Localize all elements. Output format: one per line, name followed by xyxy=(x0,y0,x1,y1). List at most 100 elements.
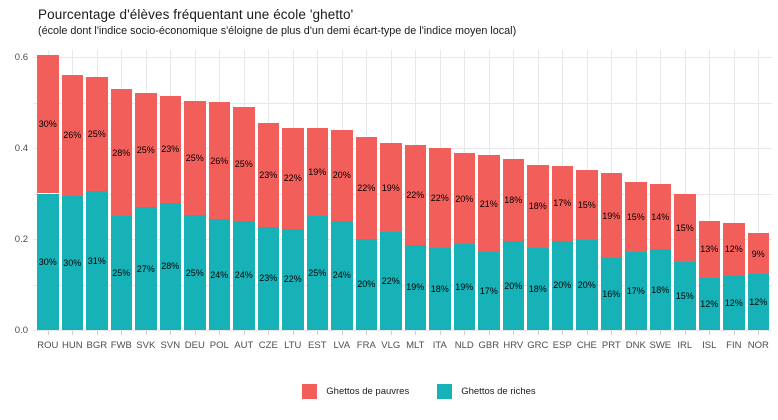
bar-segment-pauvres-LVA xyxy=(331,129,353,221)
bar-segment-pauvres-AUT xyxy=(233,107,255,221)
bar-segment-pauvres-POL xyxy=(208,102,231,220)
bar-label-riches-SVN: 28% xyxy=(161,261,180,272)
bar-segment-riches-ISL xyxy=(698,277,721,330)
x-axis-tick xyxy=(758,331,760,335)
x-axis-label-FIN: FIN xyxy=(726,340,742,351)
bar-label-riches-EST: 25% xyxy=(308,268,327,279)
bar-label-pauvres-GRC: 18% xyxy=(528,201,547,212)
x-axis-label-NLD: NLD xyxy=(454,340,474,351)
bar-label-riches-HRV: 20% xyxy=(504,280,523,291)
x-axis-tick xyxy=(415,331,417,335)
bar-segment-pauvres-NLD xyxy=(453,153,476,245)
bar-label-riches-CZE: 23% xyxy=(259,273,278,284)
x-axis-label-DNK: DNK xyxy=(625,340,646,351)
bar-segment-riches-ESP xyxy=(551,240,574,330)
x-axis-label-HUN: HUN xyxy=(62,340,83,351)
bar-segment-riches-LTU xyxy=(282,228,304,330)
bar-segment-pauvres-LTU xyxy=(282,127,304,229)
y-axis-label: 0.4 xyxy=(14,142,28,154)
x-axis-tick xyxy=(733,331,735,335)
x-axis-label-POL: POL xyxy=(209,340,229,351)
bar-segment-riches-ITA xyxy=(429,247,451,330)
bar-label-riches-FWB: 25% xyxy=(112,268,131,279)
x-axis-label-SVN: SVN xyxy=(160,340,181,351)
bar-segment-pauvres-SVK xyxy=(135,93,157,208)
x-axis-label-FRA: FRA xyxy=(356,340,376,351)
bar-segment-riches-EST xyxy=(306,216,329,330)
x-axis-tick xyxy=(194,331,196,335)
gridline-horizontal xyxy=(33,284,772,286)
bar-segment-riches-HRV xyxy=(502,241,525,330)
bar-segment-riches-HUN xyxy=(61,195,84,330)
bar-segment-riches-NOR xyxy=(747,274,770,330)
x-axis-label-NOR: NOR xyxy=(747,340,769,351)
x-axis-tick xyxy=(243,331,245,335)
bar-label-pauvres-CZE: 23% xyxy=(259,169,278,180)
bar-segment-pauvres-ISL xyxy=(698,220,721,278)
bar-segment-pauvres-BGR xyxy=(86,77,108,192)
bar-label-riches-ESP: 20% xyxy=(553,280,572,291)
bar-label-riches-ISL: 12% xyxy=(700,298,719,309)
bar-label-pauvres-VLG: 19% xyxy=(381,182,400,193)
bar-segment-pauvres-DEU xyxy=(184,100,206,216)
bar-label-pauvres-NLD: 20% xyxy=(455,193,474,204)
bar-label-riches-DNK: 17% xyxy=(626,285,645,296)
bar-label-riches-CHE: 20% xyxy=(577,280,596,291)
x-axis-label-LVA: LVA xyxy=(333,340,351,351)
bar-label-riches-SVK: 27% xyxy=(136,263,155,274)
bar-segment-pauvres-PRT xyxy=(600,173,623,259)
bar-label-riches-BGR: 31% xyxy=(87,255,106,266)
bar-segment-pauvres-GBR xyxy=(478,155,500,253)
bar-segment-pauvres-IRL xyxy=(674,193,696,263)
legend-swatch-pauvres-icon xyxy=(302,384,318,399)
x-axis-label-CHE: CHE xyxy=(576,340,597,351)
gridline-horizontal xyxy=(33,239,772,240)
bar-label-pauvres-FIN: 12% xyxy=(724,244,743,255)
bar-label-riches-ITA: 18% xyxy=(430,283,449,294)
x-axis-label-LTU: LTU xyxy=(284,340,302,351)
bar-label-pauvres-MLT: 22% xyxy=(406,190,425,201)
bar-segment-pauvres-SVN xyxy=(159,96,182,203)
bar-segment-riches-FIN xyxy=(723,276,745,330)
x-axis-tick xyxy=(292,331,294,335)
x-axis-label-SWE: SWE xyxy=(649,340,672,351)
bar-label-riches-DEU: 25% xyxy=(185,267,204,278)
bar-label-pauvres-LVA: 20% xyxy=(332,170,351,181)
bar-segment-riches-GBR xyxy=(478,252,500,330)
bar-segment-riches-DEU xyxy=(184,215,206,330)
bar-segment-riches-CZE xyxy=(257,226,280,330)
x-axis-label-PRT: PRT xyxy=(601,340,621,351)
bar-segment-pauvres-FRA xyxy=(355,136,378,239)
x-axis-tick xyxy=(586,331,588,335)
bar-segment-riches-CHE xyxy=(576,240,598,330)
bar-segment-riches-LVA xyxy=(331,220,353,330)
bar-label-riches-ROU: 30% xyxy=(38,256,57,267)
x-axis-tick xyxy=(390,331,392,335)
bar-segment-riches-SVN xyxy=(159,202,182,330)
bar-label-pauvres-FRA: 22% xyxy=(357,182,376,193)
bar-segment-pauvres-FIN xyxy=(723,222,745,277)
x-axis-tick xyxy=(170,331,172,335)
bar-label-pauvres-CHE: 15% xyxy=(577,200,596,211)
bar-segment-riches-BGR xyxy=(86,191,108,330)
bar-segment-pauvres-EST xyxy=(306,127,329,217)
x-axis-tick xyxy=(341,331,343,335)
bar-segment-riches-SWE xyxy=(649,249,672,330)
gridline-horizontal xyxy=(33,57,772,58)
x-axis-label-CZE: CZE xyxy=(258,340,278,351)
x-axis-tick xyxy=(317,331,319,335)
bar-label-pauvres-IRL: 15% xyxy=(675,222,694,233)
y-axis-label: 0.6 xyxy=(14,51,28,63)
gridline-horizontal xyxy=(33,193,772,195)
gridline-horizontal xyxy=(33,102,772,104)
bar-segment-pauvres-VLG xyxy=(380,143,402,232)
x-axis-tick xyxy=(145,331,147,335)
bar-segment-pauvres-CHE xyxy=(576,170,598,241)
x-axis-label-BGR: BGR xyxy=(86,340,108,351)
legend-item-pauvres: Ghettos de pauvres xyxy=(302,384,409,399)
legend-swatch-riches-icon xyxy=(437,384,453,399)
x-axis-label-AUT: AUT xyxy=(234,340,254,351)
x-axis-tick xyxy=(464,331,466,335)
bar-segment-riches-ROU xyxy=(37,193,59,330)
